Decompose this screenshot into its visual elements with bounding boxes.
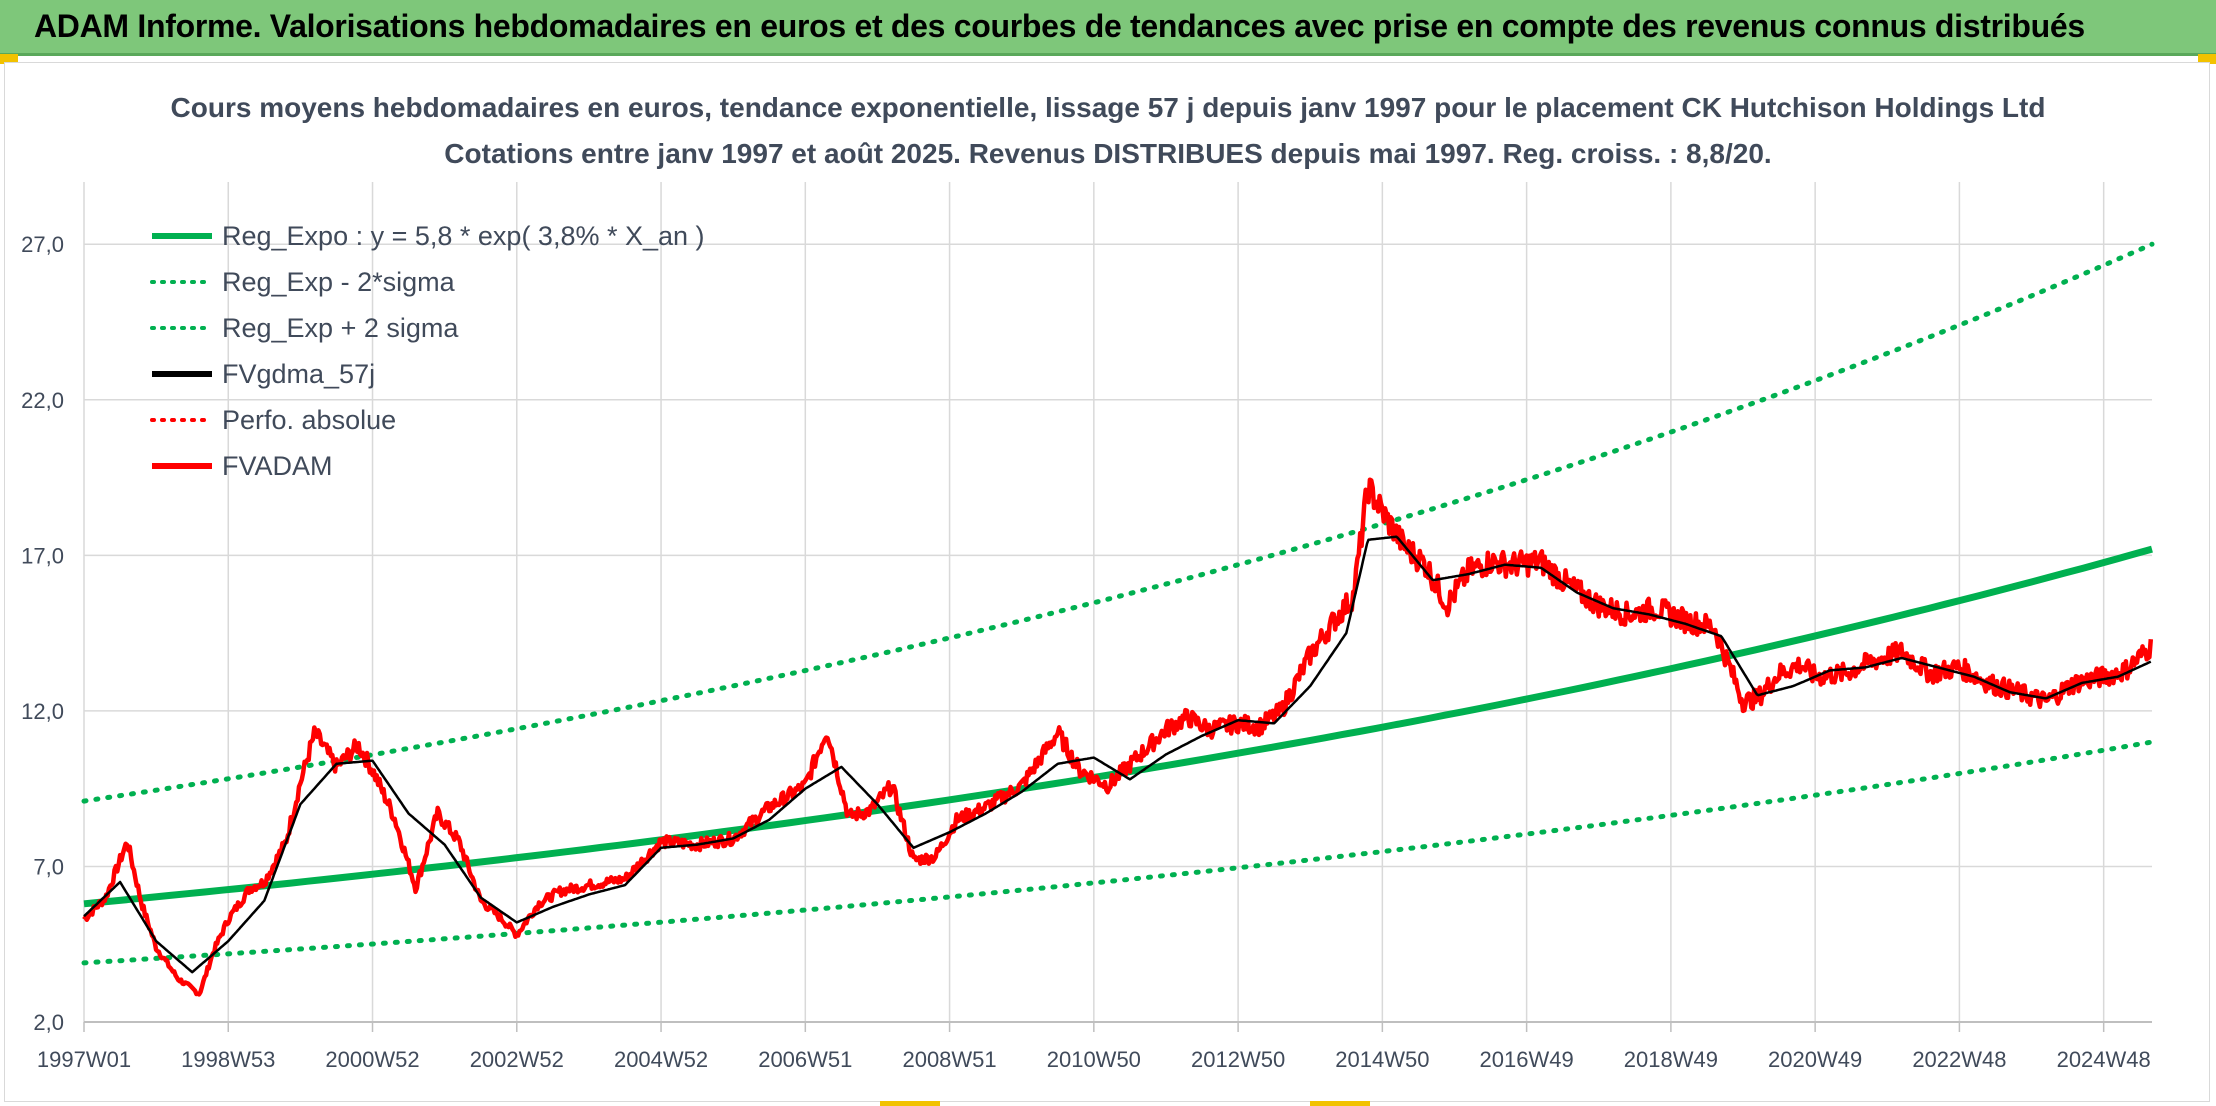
fvadam-line: [82, 477, 2154, 997]
footer-marker: [880, 1101, 940, 1106]
regression-line: [83, 545, 2153, 908]
y-tick-label: 2,0: [33, 1010, 64, 1035]
legend-label: Reg_Expo : y = 5,8 * exp( 3,8% * X_an ): [222, 221, 705, 251]
corner-marker-left: [0, 54, 18, 64]
y-tick-label: 27,0: [21, 232, 64, 257]
x-tick-label: 2022W48: [1912, 1047, 2006, 1072]
x-tick-label: 2006W51: [758, 1047, 852, 1072]
chart-title: Cours moyens hebdomadaires en euros, ten…: [170, 92, 2046, 123]
y-tick-label: 17,0: [21, 543, 64, 568]
legend-label: Reg_Exp + 2 sigma: [222, 313, 459, 343]
x-tick-label: 2018W49: [1624, 1047, 1718, 1072]
x-tick-label: 2012W50: [1191, 1047, 1285, 1072]
fvgdma-line: [83, 535, 2152, 974]
x-tick-label: 2020W49: [1768, 1047, 1862, 1072]
x-tick-label: 1997W01: [37, 1047, 131, 1072]
legend-label: Perfo. absolue: [222, 405, 396, 435]
x-tick-label: 2016W49: [1480, 1047, 1574, 1072]
x-tick-label: 2008W51: [902, 1047, 996, 1072]
corner-marker-right: [2198, 54, 2216, 64]
chart-area: [4, 62, 2210, 1102]
x-tick-label: 2004W52: [614, 1047, 708, 1072]
y-tick-label: 12,0: [21, 699, 64, 724]
upper-band-line: [81, 241, 2155, 804]
chart-subtitle: Cotations entre janv 1997 et août 2025. …: [444, 138, 1772, 169]
header-banner: ADAM Informe. Valorisations hebdomadaire…: [0, 0, 2216, 56]
x-tick-label: 2010W50: [1047, 1047, 1141, 1072]
y-tick-label: 22,0: [21, 388, 64, 413]
x-tick-label: 2000W52: [325, 1047, 419, 1072]
report-title: ADAM Informe. Valorisations hebdomadaire…: [34, 8, 2085, 44]
footer-marker: [1310, 1101, 1370, 1106]
lower-band-line: [81, 739, 2155, 966]
legend-label: Reg_Exp - 2*sigma: [222, 267, 456, 297]
legend-label: FVgdma_57j: [222, 359, 375, 389]
x-tick-label: 2024W48: [2057, 1047, 2151, 1072]
x-tick-label: 1998W53: [181, 1047, 275, 1072]
x-tick-label: 2014W50: [1335, 1047, 1429, 1072]
legend-label: FVADAM: [222, 451, 333, 481]
y-tick-label: 7,0: [33, 854, 64, 879]
x-tick-label: 2002W52: [470, 1047, 564, 1072]
